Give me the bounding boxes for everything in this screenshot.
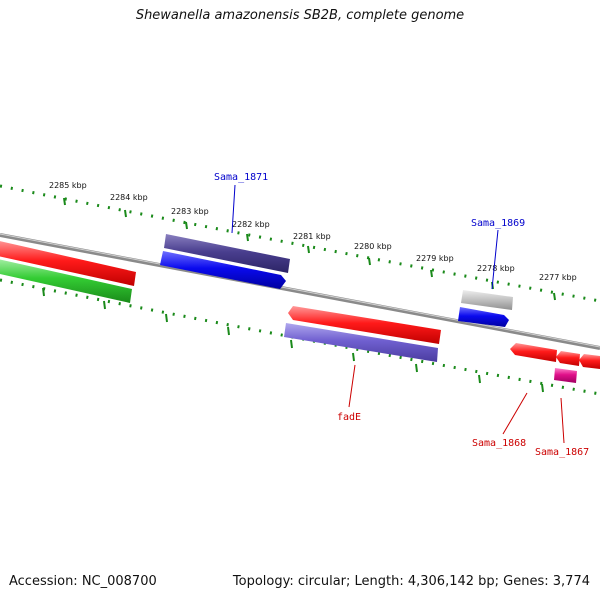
scale-label-2283: 2283 kbp (171, 207, 209, 216)
scale-labels: 2285 kbp 2284 kbp 2283 kbp 2282 kbp 2281… (49, 181, 577, 282)
lower-scale-major-ticks (42, 287, 544, 393)
scale-label-2278: 2278 kbp (477, 264, 515, 273)
upper-scale-track (0, 184, 600, 303)
scale-label-2280: 2280 kbp (354, 242, 392, 251)
genome-summary-text: Topology: circular; Length: 4,306,142 bp… (232, 574, 590, 589)
scale-label-2284: 2284 kbp (110, 193, 148, 202)
scale-label-2281: 2281 kbp (293, 232, 331, 241)
gene-blue-forward-center[interactable] (160, 251, 286, 289)
gene-label-fade[interactable]: fadE (337, 412, 361, 423)
callout-line-sama-1871 (231, 184, 236, 234)
genome-backbone (0, 233, 600, 350)
gene-sama-1867[interactable] (554, 368, 577, 383)
gene-label-sama-1867[interactable]: Sama_1867 (535, 447, 589, 458)
scale-label-2282: 2282 kbp (232, 220, 270, 229)
gene-red-reverse-small[interactable] (556, 351, 580, 366)
gene-sama-1871[interactable] (164, 234, 290, 273)
scale-label-2279: 2279 kbp (416, 254, 454, 263)
gene-green-reverse-left[interactable] (0, 258, 132, 303)
gene-label-sama-1868[interactable]: Sama_1868 (472, 438, 526, 449)
callout-line-sama-1868 (502, 392, 528, 435)
gene-blue-forward-right[interactable] (458, 307, 509, 327)
gene-fade[interactable] (284, 323, 438, 362)
callout-line-sama-1867 (560, 397, 565, 444)
gene-red-forward-left[interactable] (0, 240, 136, 286)
gene-fade-partner[interactable] (288, 306, 441, 344)
gene-label-sama-1869[interactable]: Sama_1869 (471, 218, 525, 229)
callout-line-fade (348, 364, 356, 408)
lower-scale-track (0, 278, 600, 396)
map-title: Shewanella amazonensis SB2B, complete ge… (135, 8, 465, 23)
scale-label-2277: 2277 kbp (539, 273, 577, 282)
genome-backbone-highlight (0, 233, 600, 348)
gene-sama-1868[interactable] (510, 343, 557, 362)
accession-text: Accession: NC_008700 (9, 574, 157, 589)
scale-label-2285: 2285 kbp (49, 181, 87, 190)
gene-red-reverse-edge[interactable] (579, 354, 600, 369)
upper-scale-major-ticks (63, 197, 556, 301)
gene-sama-1869[interactable] (461, 290, 513, 310)
callout-line-sama-1869 (491, 229, 499, 290)
gene-label-sama-1871[interactable]: Sama_1871 (214, 172, 268, 183)
